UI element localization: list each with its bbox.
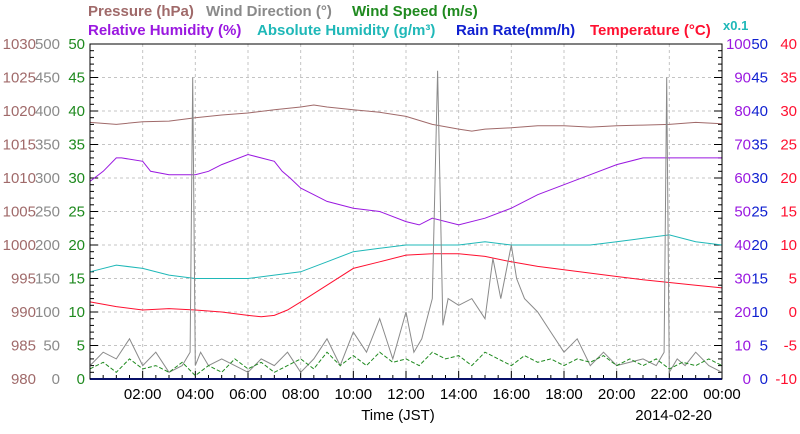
temperature-tick-label: 30 — [780, 103, 797, 120]
rain-tick-label: 40 — [751, 103, 768, 120]
rain-tick-label: 15 — [751, 271, 768, 288]
wind-speed-tick-label: 5 — [77, 338, 85, 355]
wind-direction-tick-label: 350 — [35, 137, 60, 154]
temperature-tick-label: 20 — [780, 170, 797, 187]
temperature-tick-label: -5 — [784, 338, 797, 355]
wind-speed-tick-label: 10 — [68, 304, 85, 321]
legend-rain: Rain Rate(mm/h) — [456, 22, 575, 39]
x-tick-label: 04:00 — [177, 386, 215, 403]
temperature-tick-label: 15 — [780, 204, 797, 221]
pressure-tick-label: 1025 — [3, 70, 36, 87]
humidity-tick-label: 70 — [734, 137, 751, 154]
legend-wind-speed: Wind Speed (m/s) — [352, 3, 478, 20]
pressure-line — [89, 104, 723, 132]
legend-abs-humidity: Absolute Humidity (g/m³) — [257, 22, 435, 39]
x-tick-label: 20:00 — [598, 386, 636, 403]
temperature-tick-label: 5 — [789, 271, 797, 288]
wind-direction-tick-label: 500 — [35, 36, 60, 53]
wind-direction-tick-label: 200 — [35, 237, 60, 254]
humidity-tick-label: 90 — [734, 70, 751, 87]
grid — [90, 44, 722, 379]
rain-tick-label: 30 — [751, 170, 768, 187]
wind-speed-tick-label: 35 — [68, 137, 85, 154]
pressure-tick-label: 1000 — [3, 237, 36, 254]
wind-direction-tick-label: 150 — [35, 271, 60, 288]
rain-tick-label: 25 — [751, 204, 768, 221]
temperature-tick-label: 10 — [780, 237, 797, 254]
pressure-tick-label: 985 — [11, 338, 36, 355]
wind-speed-tick-label: 20 — [68, 237, 85, 254]
pressure-tick-label: 1005 — [3, 204, 36, 221]
pressure-tick-label: 990 — [11, 304, 36, 321]
humidity-tick-label: 60 — [734, 170, 751, 187]
legend-humidity: Relative Humidity (%) — [88, 22, 241, 39]
wind-direction-tick-label: 300 — [35, 170, 60, 187]
x-tick-label: 14:00 — [440, 386, 478, 403]
wind-speed-line — [89, 351, 723, 377]
rain-tick-label: 10 — [751, 304, 768, 321]
wind-direction-tick-label: 400 — [35, 103, 60, 120]
humidity-tick-label: 30 — [734, 271, 751, 288]
rain-tick-label: 50 — [751, 36, 768, 53]
temperature-line — [89, 253, 723, 318]
wind-direction-line — [89, 70, 723, 375]
legend-temperature: Temperature (°C) — [590, 22, 711, 39]
humidity-tick-label: 10 — [734, 338, 751, 355]
pressure-tick-label: 980 — [11, 371, 36, 388]
temperature-tick-label: 25 — [780, 137, 797, 154]
humidity-tick-label: 100 — [726, 36, 751, 53]
humidity-tick-label: 50 — [734, 204, 751, 221]
x-tick-label: 10:00 — [335, 386, 373, 403]
wind-speed-tick-label: 25 — [68, 204, 85, 221]
x-tick-label: 00:00 — [703, 386, 741, 403]
x-axis-label: Time (JST) — [361, 407, 435, 424]
x-tick-label: 02:00 — [124, 386, 162, 403]
legend-wind-direction: Wind Direction (°) — [206, 3, 332, 20]
rain-tick-label: 0 — [760, 371, 768, 388]
wind-speed-tick-label: 15 — [68, 271, 85, 288]
temperature-tick-label: 40 — [780, 36, 797, 53]
axis-ticks: 02:00 04:00 06:00 08:00 10:00 12:00 14:00 16:00… — [3, 36, 797, 403]
humidity-tick-label: 40 — [734, 237, 751, 254]
wind-direction-tick-label: 100 — [35, 304, 60, 321]
wind-speed-tick-label: 45 — [68, 70, 85, 87]
pressure-tick-label: 1015 — [3, 137, 36, 154]
plot-frame — [89, 43, 723, 380]
wind-direction-tick-label: 450 — [35, 70, 60, 87]
x-tick-label: 22:00 — [651, 386, 689, 403]
temperature-tick-label: 0 — [789, 304, 797, 321]
wind-direction-tick-label: 50 — [43, 338, 60, 355]
x-tick-label: 18:00 — [545, 386, 583, 403]
wind-speed-tick-label: 50 — [68, 36, 85, 53]
x-tick-label: 08:00 — [282, 386, 320, 403]
wind-direction-tick-label: 250 — [35, 204, 60, 221]
wind-speed-tick-label: 0 — [77, 371, 85, 388]
pressure-tick-label: 995 — [11, 271, 36, 288]
x-tick-label: 06:00 — [229, 386, 267, 403]
rain-tick-label: 20 — [751, 237, 768, 254]
legend-abs-humidity-scale: x0.1 — [723, 18, 748, 33]
x-tick-label: 12:00 — [387, 386, 425, 403]
legend-pressure: Pressure (hPa) — [88, 3, 194, 20]
pressure-tick-label: 1020 — [3, 103, 36, 120]
humidity-tick-label: 0 — [743, 371, 751, 388]
wind-speed-tick-label: 40 — [68, 103, 85, 120]
pressure-tick-label: 1030 — [3, 36, 36, 53]
rain-tick-label: 45 — [751, 70, 768, 87]
temperature-tick-label: 35 — [780, 70, 797, 87]
humidity-line — [89, 153, 722, 226]
pressure-tick-label: 1010 — [3, 170, 36, 187]
rain-tick-label: 5 — [760, 338, 768, 355]
humidity-tick-label: 80 — [734, 103, 751, 120]
wind-direction-tick-label: 0 — [52, 371, 60, 388]
rain-tick-label: 35 — [751, 137, 768, 154]
temperature-tick-label: -10 — [775, 371, 797, 388]
date-label: 2014-02-20 — [635, 407, 712, 424]
humidity-tick-label: 20 — [734, 304, 751, 321]
x-tick-label: 16:00 — [493, 386, 531, 403]
legend: Pressure (hPa) Wind Direction (°) Wind S… — [88, 3, 748, 39]
abs-humidity-line — [89, 234, 723, 279]
wind-speed-tick-label: 30 — [68, 170, 85, 187]
